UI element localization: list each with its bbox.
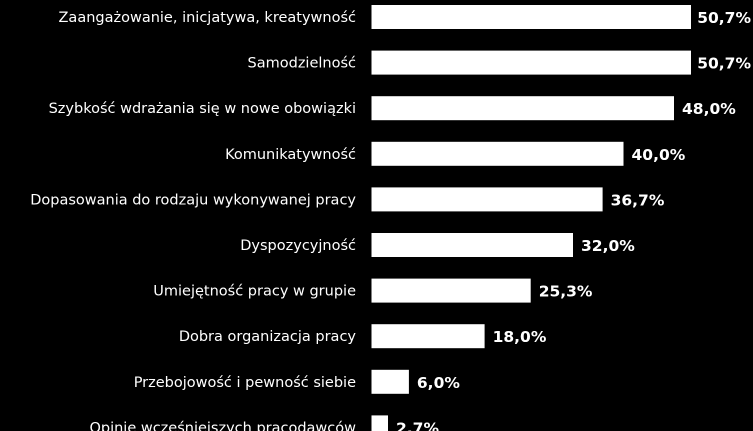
bars-group (371, 5, 691, 431)
bar (371, 187, 603, 212)
value-label: 2,7% (396, 419, 439, 431)
value-label: 40,0% (632, 146, 686, 164)
category-label: Zaangażowanie, inicjatywa, kreatywność (59, 10, 357, 26)
category-label: Dobra organizacja pracy (179, 329, 357, 345)
value-label: 18,0% (493, 328, 547, 346)
bar (371, 5, 691, 29)
value-label: 50,7% (697, 55, 751, 73)
category-label: Dopasowania do rodzaju wykonywanej pracy (30, 192, 356, 208)
category-label: Przebojowość i pewność siebie (134, 375, 356, 391)
category-label: Opinie wcześniejszych pracodawców (89, 420, 356, 431)
value-label: 6,0% (417, 374, 460, 392)
bar (371, 96, 674, 121)
value-label: 36,7% (611, 191, 665, 209)
value-label: 50,7% (697, 9, 751, 27)
bar (371, 278, 531, 303)
category-label: Samodzielność (248, 56, 356, 72)
category-label: Szybkość wdrażania się w nowe obowiązki (49, 101, 356, 117)
category-label: Umiejętność pracy w grupie (153, 284, 356, 300)
value-label: 32,0% (581, 237, 635, 255)
bar (371, 415, 388, 431)
bar (371, 324, 485, 349)
bar (371, 141, 624, 166)
category-label: Komunikatywność (225, 147, 356, 163)
value-label: 48,0% (682, 100, 736, 118)
value-label: 25,3% (539, 283, 593, 301)
category-label: Dyspozycyjność (240, 238, 356, 254)
category-labels-group: Zaangażowanie, inicjatywa, kreatywność Sa… (30, 10, 356, 431)
bar (371, 369, 409, 394)
bar (371, 233, 573, 257)
value-labels-group: 50,7% 50,7% 48,0% 40,0% 36,7% 32,0% 25,3% 18,0%… (396, 9, 751, 431)
bar (371, 50, 691, 75)
